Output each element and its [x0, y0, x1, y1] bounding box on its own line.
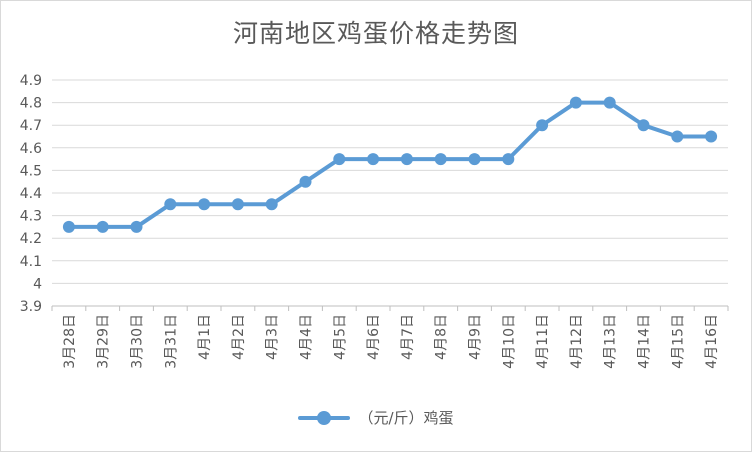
x-tick-label: 3月30日	[130, 314, 146, 369]
data-point	[569, 96, 582, 109]
y-tick-label: 4.7	[20, 118, 42, 134]
data-point	[400, 153, 413, 166]
data-point	[265, 198, 278, 211]
data-point	[468, 153, 481, 166]
x-tick-label: 4月9日	[468, 314, 484, 360]
x-tick-label: 4月12日	[569, 314, 585, 369]
data-point	[603, 96, 616, 109]
data-point	[130, 220, 143, 233]
legend-marker	[298, 410, 351, 425]
data-point	[164, 198, 177, 211]
y-tick-label: 4.3	[20, 209, 42, 225]
data-point	[367, 153, 380, 166]
y-tick-label: 4.8	[20, 96, 42, 112]
x-tick-label: 3月31日	[163, 314, 179, 369]
x-tick-label: 4月11日	[535, 314, 551, 369]
chart-title: 河南地区鸡蛋价格走势图	[232, 19, 519, 48]
y-tick-label: 4	[33, 276, 42, 292]
x-tick-label: 4月6日	[366, 314, 382, 360]
x-tick-label: 3月28日	[62, 314, 78, 369]
data-point	[62, 220, 75, 233]
y-tick-label: 4.6	[20, 141, 42, 157]
data-point	[536, 119, 549, 132]
x-tick-label: 4月10日	[501, 314, 517, 369]
series-line	[66, 100, 714, 229]
data-point	[231, 198, 244, 211]
legend: （元/斤）鸡蛋	[0, 407, 752, 428]
data-point	[434, 153, 447, 166]
y-tick-label: 4.4	[20, 186, 42, 202]
data-point	[299, 175, 312, 188]
y-tick-label: 3.9	[20, 299, 42, 315]
data-point	[502, 153, 515, 166]
x-tick-label: 4月1日	[197, 314, 213, 360]
x-tick-label: 3月29日	[96, 314, 112, 369]
data-point	[671, 130, 684, 143]
data-point	[705, 130, 718, 143]
x-tick-label: 4月4日	[299, 314, 315, 360]
x-tick-label: 4月2日	[231, 314, 247, 360]
legend-label: （元/斤）鸡蛋	[358, 409, 454, 427]
x-tick-label: 4月5日	[332, 314, 348, 360]
y-tick-label: 4.9	[20, 73, 42, 89]
data-point	[333, 153, 346, 166]
data-point	[96, 220, 109, 233]
y-tick-label: 4.5	[20, 163, 42, 179]
data-point	[198, 198, 211, 211]
y-tick-label: 4.1	[20, 254, 42, 270]
x-tick-label: 4月16日	[704, 314, 720, 369]
y-tick-label: 4.2	[20, 231, 42, 247]
x-tick-label: 4月3日	[265, 314, 281, 360]
x-tick-label: 4月8日	[434, 314, 450, 360]
x-tick-label: 4月7日	[400, 314, 416, 360]
x-tick-label: 4月13日	[603, 314, 619, 369]
data-point	[637, 119, 650, 132]
x-tick-label: 4月15日	[670, 314, 686, 369]
x-tick-label: 4月14日	[637, 314, 653, 369]
